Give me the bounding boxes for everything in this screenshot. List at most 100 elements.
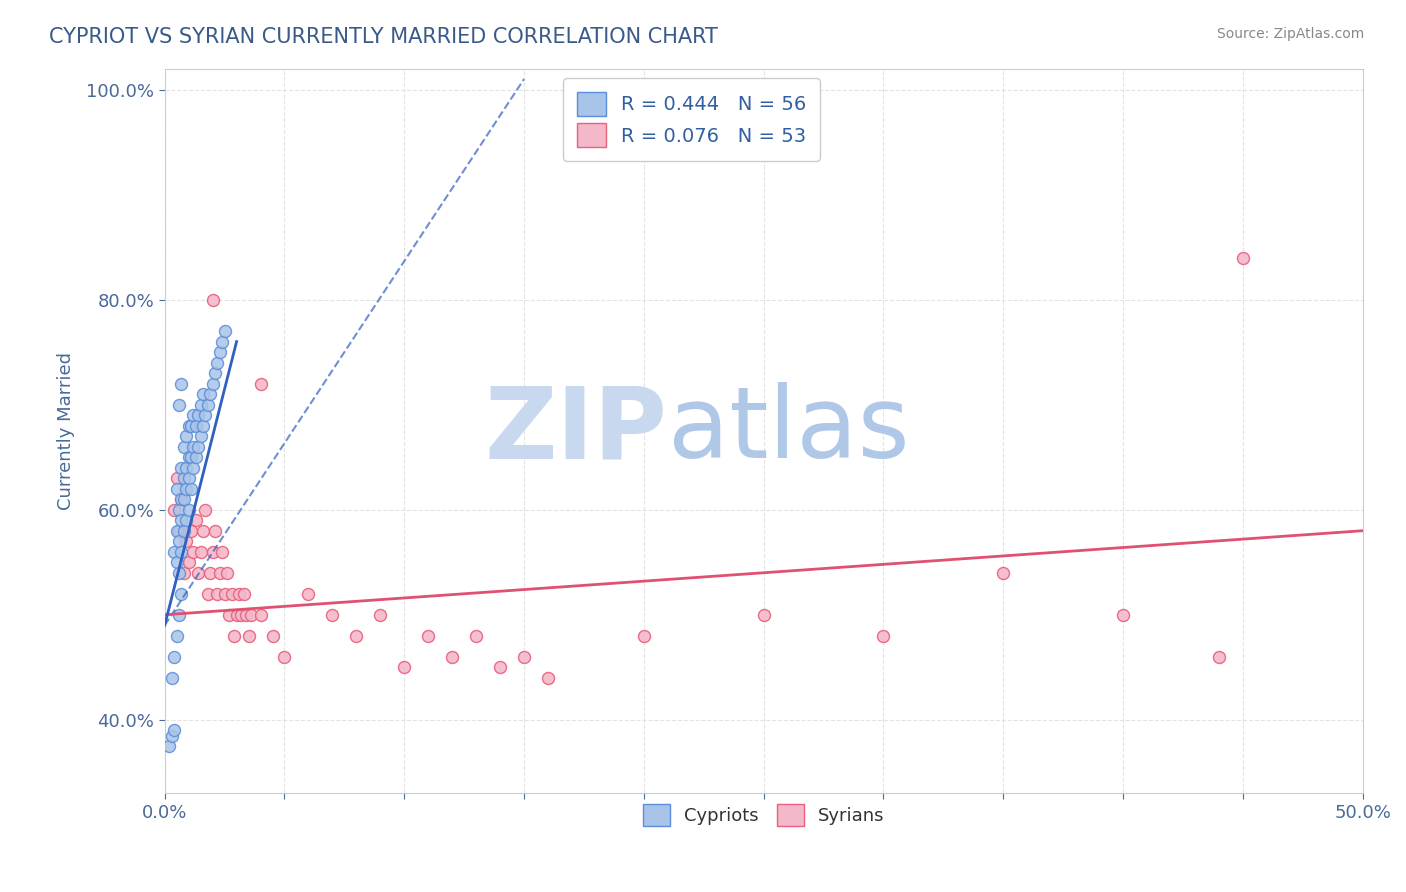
Point (215, 566, 238, 580)
Point (167, 398, 190, 412)
Point (183, 460, 205, 475)
Point (194, 502, 217, 516)
Point (1232, 251, 1254, 265)
Point (177, 418, 200, 433)
Text: ZIP: ZIP (485, 383, 668, 479)
Point (344, 629, 367, 643)
Y-axis label: Currently Married: Currently Married (58, 352, 75, 510)
Point (167, 566, 190, 580)
Point (752, 607, 775, 622)
Point (163, 502, 186, 516)
Point (160, 729, 183, 743)
Point (170, 376, 193, 391)
Point (321, 607, 343, 622)
Point (170, 460, 193, 475)
Point (183, 408, 205, 422)
Point (183, 545, 205, 559)
Point (1112, 607, 1135, 622)
Point (167, 534, 190, 549)
Point (166, 482, 188, 496)
Point (238, 629, 260, 643)
Point (262, 629, 284, 643)
Point (993, 566, 1015, 580)
Point (166, 471, 188, 485)
Text: atlas: atlas (668, 383, 910, 479)
Text: Source: ZipAtlas.com: Source: ZipAtlas.com (1216, 27, 1364, 41)
Point (441, 649, 464, 664)
Point (221, 587, 243, 601)
Point (273, 649, 295, 664)
Point (232, 587, 254, 601)
Point (177, 471, 200, 485)
Point (297, 587, 319, 601)
Point (173, 524, 195, 538)
Point (187, 440, 209, 454)
Point (173, 492, 195, 507)
Point (159, 739, 181, 753)
Point (167, 524, 190, 538)
Point (235, 607, 257, 622)
Point (173, 440, 195, 454)
Point (177, 555, 200, 569)
Point (633, 629, 655, 643)
Point (191, 387, 214, 401)
Point (239, 607, 262, 622)
Point (170, 587, 193, 601)
Point (184, 513, 207, 527)
Point (187, 566, 209, 580)
Point (208, 566, 231, 580)
Point (465, 629, 488, 643)
Point (173, 471, 195, 485)
Point (204, 366, 226, 380)
Point (200, 566, 222, 580)
Point (170, 513, 193, 527)
Point (180, 418, 202, 433)
Point (537, 671, 560, 685)
Point (170, 492, 193, 507)
Point (170, 492, 193, 507)
Point (174, 460, 197, 475)
Point (174, 534, 197, 549)
Point (418, 629, 440, 643)
Point (191, 418, 214, 433)
Point (200, 387, 222, 401)
Point (173, 566, 195, 580)
Point (197, 398, 219, 412)
Point (249, 376, 271, 391)
Point (208, 345, 231, 359)
Point (368, 607, 391, 622)
Point (872, 629, 894, 643)
Point (163, 649, 186, 664)
Point (184, 450, 207, 465)
Point (163, 545, 186, 559)
Point (224, 629, 246, 643)
Point (166, 524, 188, 538)
Point (1208, 649, 1230, 664)
Point (211, 545, 233, 559)
Point (249, 607, 271, 622)
Point (167, 502, 190, 516)
Point (167, 607, 190, 622)
Point (187, 408, 209, 422)
Point (228, 587, 250, 601)
Point (174, 513, 197, 527)
Point (225, 607, 247, 622)
Point (190, 398, 212, 412)
Point (191, 524, 214, 538)
Point (166, 555, 188, 569)
Legend: Cypriots, Syrians: Cypriots, Syrians (634, 795, 894, 835)
Point (160, 671, 183, 685)
Point (489, 660, 512, 674)
Point (201, 545, 224, 559)
Point (201, 293, 224, 307)
Point (513, 649, 536, 664)
Point (211, 334, 233, 349)
Point (207, 587, 229, 601)
Point (214, 587, 236, 601)
Point (174, 429, 197, 443)
Point (201, 376, 224, 391)
Point (166, 629, 188, 643)
Point (194, 408, 217, 422)
Point (177, 450, 200, 465)
Point (177, 502, 200, 516)
